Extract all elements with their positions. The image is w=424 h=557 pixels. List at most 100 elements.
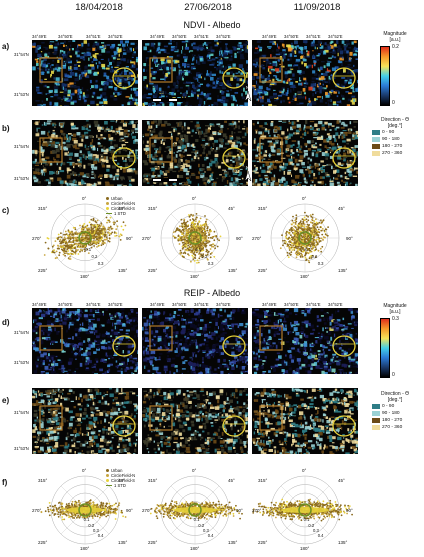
polar-angle-label: 0° bbox=[302, 468, 306, 473]
polar-angle-label: 270° bbox=[252, 508, 261, 513]
north-arrow-icon: N bbox=[244, 168, 252, 182]
date-2: 27/06/2018 bbox=[153, 2, 263, 13]
direction-item: 0 - 90 bbox=[372, 403, 424, 410]
polar-legend-item: 1 STD bbox=[106, 483, 135, 488]
polar-radius-label: 0.2 bbox=[308, 523, 314, 528]
polar-angle-label: 90° bbox=[126, 236, 133, 241]
swatch-90-180 bbox=[372, 411, 380, 416]
polar-radius-label: 0.3 bbox=[93, 528, 99, 533]
polar-angle-label: 225° bbox=[38, 540, 47, 545]
scale-bar-end: 2km bbox=[182, 180, 190, 185]
lon-tick: 34°49'E bbox=[150, 34, 165, 39]
date-3: 11/09/2018 bbox=[262, 2, 372, 13]
polar-radius-label: 0.2 bbox=[311, 254, 317, 259]
lat-tick: 31°54'N bbox=[14, 52, 29, 57]
polar-angle-label: 270° bbox=[142, 508, 151, 513]
north-arrow-icon: N bbox=[244, 88, 252, 102]
polar-angle-label: 90° bbox=[236, 508, 243, 513]
direction-item: 0 - 90 bbox=[372, 129, 424, 136]
polar-angle-label: 270° bbox=[32, 236, 41, 241]
swatch-180-270 bbox=[372, 418, 380, 423]
polar-angle-label: 0° bbox=[192, 196, 196, 201]
scale-bar-end: 2km bbox=[182, 100, 190, 105]
direction-item: 180 - 270 bbox=[372, 417, 424, 424]
swatch-0-90 bbox=[372, 130, 380, 135]
magnitude-colorbar bbox=[380, 318, 390, 378]
lat-tick: 31°53'N bbox=[14, 176, 29, 181]
polar-angle-label: 270° bbox=[252, 236, 261, 241]
colorbar-min: 0 bbox=[392, 372, 395, 378]
lon-tick: 34°52'E bbox=[216, 302, 231, 307]
polar-radius-label: 0.2 bbox=[91, 254, 97, 259]
polar-radius-label: 0.2 bbox=[88, 523, 94, 528]
direction-legend-title: Direction - Θ[deg.°] bbox=[372, 118, 418, 129]
polar-angle-label: 225° bbox=[258, 268, 267, 273]
lon-tick: 34°51'E bbox=[306, 34, 321, 39]
polar-radius-label: 0.1 bbox=[195, 247, 201, 252]
polar-angle-label: 315° bbox=[38, 206, 47, 211]
direction-item: 90 - 180 bbox=[372, 410, 424, 417]
polar-angle-label: 180° bbox=[80, 546, 89, 551]
polar-radius-label: 0.3 bbox=[208, 261, 214, 266]
swatch-270-360 bbox=[372, 151, 380, 156]
polar-radius-label: 0.1 bbox=[84, 517, 90, 522]
polar-angle-label: 180° bbox=[190, 274, 199, 279]
date-1: 18/04/2018 bbox=[44, 2, 154, 13]
lon-tick: 34°49'E bbox=[32, 302, 47, 307]
lon-tick: 34°52'E bbox=[108, 34, 123, 39]
direction-legend-b: Direction - Θ[deg.°] 0 - 90 90 - 180 180… bbox=[372, 118, 424, 157]
panel-label-d: d) bbox=[2, 318, 10, 327]
lon-tick: 34°50'E bbox=[172, 302, 187, 307]
lon-tick: 34°51'E bbox=[86, 302, 101, 307]
polar-angle-label: 45° bbox=[228, 478, 235, 483]
north-label: N bbox=[246, 165, 249, 170]
panel-label-b: b) bbox=[2, 124, 10, 133]
polar-angle-label: 270° bbox=[32, 508, 41, 513]
polar-angle-label: 315° bbox=[258, 206, 267, 211]
lat-tick: 31°53'N bbox=[14, 446, 29, 451]
lon-tick: 34°52'E bbox=[216, 34, 231, 39]
map-panel bbox=[32, 308, 138, 374]
colorbar-max: 0.2 bbox=[392, 44, 399, 50]
polar-angle-label: 180° bbox=[300, 274, 309, 279]
polar-angle-label: 0° bbox=[192, 468, 196, 473]
map-panel bbox=[32, 40, 138, 106]
polar-angle-label: 180° bbox=[300, 546, 309, 551]
direction-item: 270 - 360 bbox=[372, 150, 424, 157]
map-panel bbox=[32, 120, 138, 186]
lon-tick: 34°50'E bbox=[284, 302, 299, 307]
polar-angle-label: 315° bbox=[258, 478, 267, 483]
polar-angle-label: 45° bbox=[228, 206, 235, 211]
polar-angle-label: 315° bbox=[38, 478, 47, 483]
lon-tick: 34°50'E bbox=[58, 302, 73, 307]
direction-item: 180 - 270 bbox=[372, 143, 424, 150]
polar-angle-label: 0° bbox=[82, 196, 86, 201]
polar-angle-label: 225° bbox=[258, 540, 267, 545]
polar-radius-label: 0.1 bbox=[305, 247, 311, 252]
polar-radius-label: 0.2 bbox=[201, 254, 207, 259]
map-panel bbox=[252, 388, 358, 454]
scale-bar-a: 0 2km bbox=[152, 98, 192, 105]
lat-tick: 31°54'N bbox=[14, 144, 29, 149]
swatch-0-90 bbox=[372, 404, 380, 409]
polar-angle-label: 270° bbox=[142, 236, 151, 241]
polar-angle-label: 225° bbox=[148, 268, 157, 273]
polar-radius-label: 0.1 bbox=[304, 517, 310, 522]
colorbar-min: 0 bbox=[392, 100, 395, 106]
polar-radius-label: 0.2 bbox=[198, 523, 204, 528]
polar-angle-label: 0° bbox=[302, 196, 306, 201]
lat-tick: 31°53'N bbox=[14, 360, 29, 365]
direction-item: 270 - 360 bbox=[372, 424, 424, 431]
polar-angle-label: 135° bbox=[118, 268, 127, 273]
polar-angle-label: 45° bbox=[338, 478, 345, 483]
section-title-reip: REIP - Albedo bbox=[0, 288, 424, 298]
scale-bar-start: 0 bbox=[152, 180, 154, 185]
polar-angle-label: 90° bbox=[126, 508, 133, 513]
lat-tick: 31°53'N bbox=[14, 92, 29, 97]
panel-label-e: e) bbox=[2, 396, 9, 405]
